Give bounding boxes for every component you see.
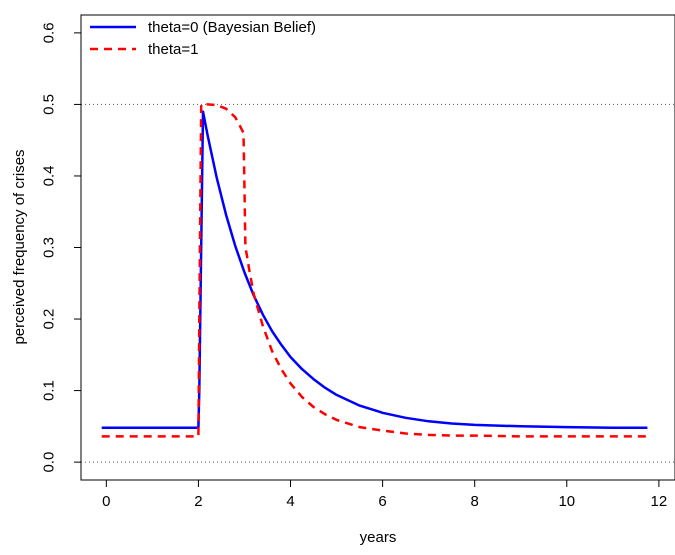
x-axis-title: years bbox=[360, 529, 397, 546]
x-tick-label: 0 bbox=[102, 493, 110, 510]
legend: theta=0 (Bayesian Belief) theta=1 bbox=[90, 19, 316, 58]
reference-lines bbox=[81, 103, 675, 463]
x-tick-label: 8 bbox=[471, 493, 479, 510]
series-layer bbox=[101, 103, 648, 438]
y-axis: 0.0 0.1 0.2 0.3 0.4 0.5 0.6 bbox=[41, 22, 82, 473]
y-tick-label: 0.4 bbox=[41, 166, 58, 187]
x-tick-label: 10 bbox=[558, 493, 575, 510]
series-line-1 bbox=[101, 103, 648, 438]
x-axis: 0 2 4 6 8 10 12 bbox=[102, 479, 668, 510]
x-tick-label: 6 bbox=[378, 493, 386, 510]
series-line-0 bbox=[101, 110, 648, 430]
y-tick-label: 0.1 bbox=[41, 380, 58, 401]
y-tick-label: 0.5 bbox=[41, 94, 58, 115]
y-tick-label: 0.6 bbox=[41, 22, 58, 43]
y-axis-title: perceived frequency of crises bbox=[11, 149, 28, 344]
legend-label-1: theta=1 bbox=[148, 41, 198, 58]
y-tick-label: 0.2 bbox=[41, 309, 58, 330]
y-tick-label: 0.0 bbox=[41, 452, 58, 473]
x-tick-label: 2 bbox=[194, 493, 202, 510]
x-tick-label: 4 bbox=[286, 493, 294, 510]
y-tick-label: 0.3 bbox=[41, 237, 58, 258]
x-tick-label: 12 bbox=[651, 493, 668, 510]
legend-label-0: theta=0 (Bayesian Belief) bbox=[148, 19, 316, 36]
